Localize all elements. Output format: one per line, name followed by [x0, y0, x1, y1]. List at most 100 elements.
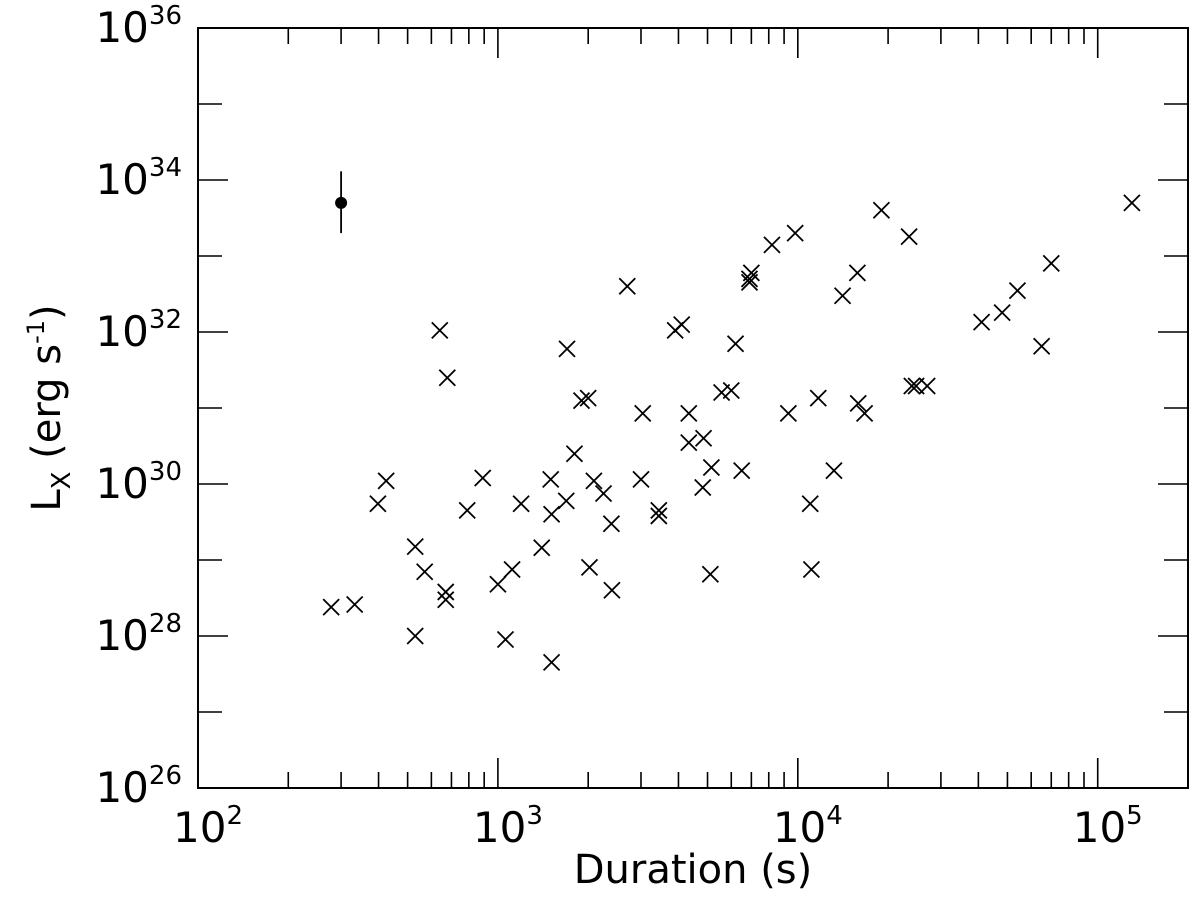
y-tick-label-exponent: 30 [149, 457, 182, 487]
x-marker-point [346, 595, 364, 614]
x-marker-point [489, 575, 507, 593]
x-marker-stroke [458, 501, 476, 519]
y-tick-label: 1028 [95, 609, 182, 660]
y-tick-label-exponent: 32 [149, 305, 182, 335]
x-marker-stroke [650, 507, 668, 525]
x-marker-point [825, 461, 843, 480]
x-marker-stroke [474, 469, 492, 487]
x-marker-point [733, 461, 751, 480]
x-marker-point [650, 507, 668, 525]
y-axis-label-close: ) [24, 304, 70, 320]
x-tick-label: 104 [773, 801, 843, 852]
x-marker-stroke [702, 458, 721, 477]
y-tick-label-base: 10 [95, 3, 148, 52]
x-marker-stroke [801, 495, 819, 513]
x-marker-point [503, 560, 521, 579]
x-marker-point [594, 484, 613, 503]
x-marker-stroke [1032, 337, 1051, 355]
x-marker-stroke [542, 470, 560, 489]
x-marker-stroke [437, 583, 455, 601]
x-marker-stroke [377, 472, 395, 490]
x-marker-point [458, 501, 476, 519]
x-marker-point [572, 391, 591, 410]
x-marker-stroke [763, 236, 781, 254]
x-marker-point [369, 495, 387, 513]
x-marker-stroke [558, 340, 576, 358]
x-marker-stroke [1123, 194, 1141, 212]
y-tick-label-exponent: 36 [149, 1, 182, 31]
x-marker-stroke [872, 201, 891, 219]
y-tick-label: 1034 [95, 153, 182, 204]
x-marker-stroke [618, 277, 636, 295]
x-marker-stroke [825, 461, 843, 480]
x-marker-stroke [673, 315, 691, 334]
x-marker-stroke [849, 394, 867, 413]
x-marker-point [377, 472, 395, 490]
x-marker-stroke [833, 287, 852, 305]
x-marker-point [673, 315, 691, 334]
x-marker-point [694, 429, 713, 447]
x-marker-stroke [533, 539, 551, 557]
x-marker-point [701, 565, 720, 583]
x-marker-point [740, 270, 759, 288]
x-marker-stroke [557, 492, 575, 510]
x-marker-point [437, 591, 455, 609]
x-marker-point [918, 377, 936, 395]
x-marker-point [1042, 254, 1060, 273]
y-tick-label: 1030 [95, 457, 182, 508]
x-marker-point [438, 369, 456, 387]
x-marker-point [802, 560, 821, 579]
x-marker-point [416, 563, 434, 581]
x-marker-stroke [972, 313, 991, 331]
x-marker-stroke [602, 515, 621, 533]
x-marker-stroke [369, 495, 387, 513]
x-marker-point [1123, 194, 1141, 212]
x-marker-stroke [722, 381, 740, 400]
x-marker-point [742, 264, 760, 282]
x-marker-point [900, 227, 918, 246]
y-tick-label: 1032 [95, 305, 182, 356]
x-marker-stroke [993, 303, 1011, 322]
x-marker-stroke [406, 537, 424, 556]
x-marker-stroke [437, 591, 455, 609]
x-tick-label-exponent: 5 [1126, 801, 1143, 831]
x-tick-label-base: 10 [473, 803, 526, 852]
x-marker-stroke [438, 369, 456, 387]
x-marker-stroke [779, 404, 797, 423]
axis-ticks [197, 27, 1189, 789]
x-marker-point [580, 558, 599, 577]
x-marker-stroke [918, 377, 936, 395]
x-marker-point [406, 627, 424, 645]
x-marker-stroke [594, 484, 613, 503]
x-marker-point [558, 340, 576, 358]
x-marker-point [848, 264, 867, 282]
x-marker-stroke [496, 630, 515, 649]
circle-marker [335, 196, 348, 209]
x-marker-stroke [542, 505, 561, 523]
x-marker-stroke [585, 472, 603, 490]
x-marker-point [542, 505, 561, 523]
x-marker-point [786, 224, 804, 242]
x-marker-stroke [603, 581, 621, 599]
x-marker-point [680, 434, 698, 452]
x-marker-point [833, 287, 852, 305]
x-marker-stroke [742, 264, 760, 282]
x-marker-point [585, 472, 603, 490]
x-marker-point [702, 458, 721, 477]
x-marker-stroke [900, 227, 918, 246]
x-marker-point [809, 389, 827, 407]
y-tick-label: 1036 [95, 1, 182, 52]
x-marker-stroke [406, 627, 424, 645]
x-marker-stroke [694, 429, 713, 447]
x-marker-stroke [416, 563, 434, 581]
x-marker-stroke [512, 495, 530, 513]
x-marker-stroke [694, 478, 712, 497]
x-marker-point [542, 653, 561, 671]
x-marker-point [565, 445, 584, 463]
x-marker-stroke [855, 404, 874, 423]
x-marker-point [406, 537, 424, 556]
x-marker-point [855, 404, 874, 423]
data-points [322, 171, 1141, 671]
x-marker-stroke [503, 560, 521, 579]
